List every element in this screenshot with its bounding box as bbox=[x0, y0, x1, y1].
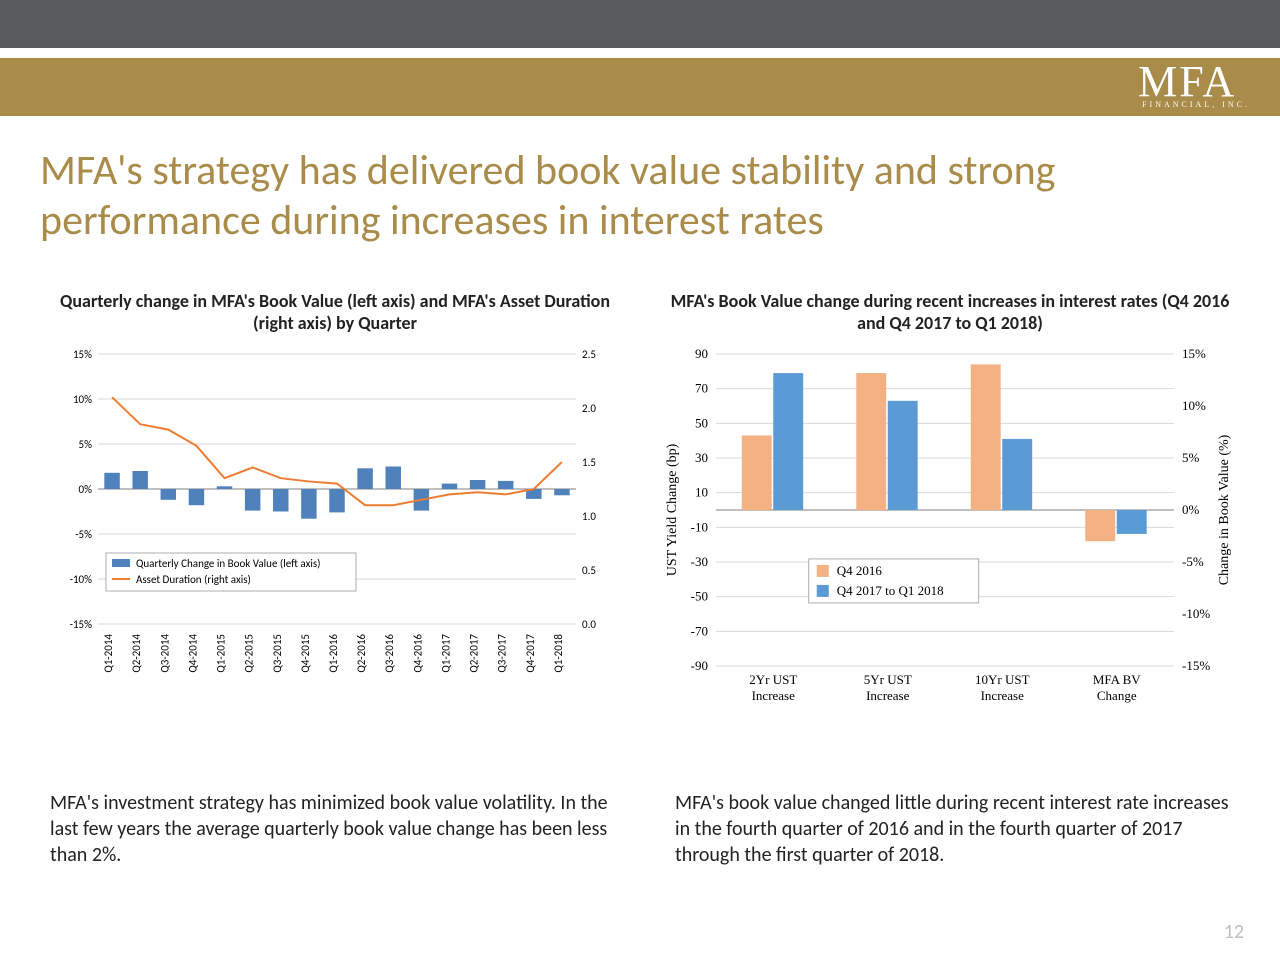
svg-text:5%: 5% bbox=[1182, 450, 1200, 465]
svg-text:0.0: 0.0 bbox=[582, 618, 596, 631]
svg-text:Q1-2018: Q1-2018 bbox=[552, 634, 565, 673]
slide-title: MFA's strategy has delivered book value … bbox=[40, 146, 1240, 247]
svg-text:-30: -30 bbox=[691, 554, 708, 569]
mfa-logo: MFA FINANCIAL, INC. bbox=[1138, 62, 1250, 109]
svg-text:Q2-2016: Q2-2016 bbox=[355, 634, 368, 673]
svg-text:1.5: 1.5 bbox=[582, 456, 596, 469]
svg-text:Q3-2015: Q3-2015 bbox=[271, 634, 284, 673]
right-chart-body: -90 -70 -50 -30 -10 10 30 50 70 90 -15% -10% -5% 0% 5%… bbox=[660, 346, 1240, 730]
svg-text:2Yr UST: 2Yr UST bbox=[749, 672, 797, 687]
svg-text:-90: -90 bbox=[691, 658, 708, 673]
svg-text:-5%: -5% bbox=[75, 528, 92, 541]
svg-text:Q1-2017: Q1-2017 bbox=[439, 634, 452, 673]
svg-text:Q1-2014: Q1-2014 bbox=[102, 634, 115, 673]
svg-text:-50: -50 bbox=[691, 589, 708, 604]
svg-text:0%: 0% bbox=[79, 483, 93, 496]
svg-text:-70: -70 bbox=[691, 623, 708, 638]
logo-main-text: MFA bbox=[1138, 62, 1250, 102]
svg-text:1.0: 1.0 bbox=[582, 510, 596, 523]
svg-text:Increase: Increase bbox=[981, 688, 1025, 703]
svg-text:0%: 0% bbox=[1182, 502, 1200, 517]
svg-text:10: 10 bbox=[695, 485, 708, 500]
top-gray-bar bbox=[0, 0, 1280, 48]
svg-text:Q4-2016: Q4-2016 bbox=[411, 634, 424, 673]
svg-text:Q1-2016: Q1-2016 bbox=[327, 634, 340, 673]
svg-text:Change in Book Value (%): Change in Book Value (%) bbox=[1217, 434, 1232, 585]
svg-text:-10%: -10% bbox=[1182, 606, 1210, 621]
left-chart-svg: -15% -10% -5% 0% 5% 10% 15% 0.0 0.5 1.0 1.5 2.0 2.5 Q… bbox=[50, 346, 620, 706]
svg-text:Q3-2016: Q3-2016 bbox=[383, 634, 396, 673]
left-chart-body: -15% -10% -5% 0% 5% 10% 15% 0.0 0.5 1.0 1.5 2.0 2.5 Q… bbox=[50, 346, 620, 730]
svg-text:Q4-2017: Q4-2017 bbox=[524, 634, 537, 673]
right-chart-svg: -90 -70 -50 -30 -10 10 30 50 70 90 -15% -10% -5% 0% 5%… bbox=[660, 346, 1240, 726]
svg-text:Q2-2017: Q2-2017 bbox=[468, 634, 481, 673]
svg-text:15%: 15% bbox=[73, 348, 92, 361]
body-text-row: MFA's investment strategy has minimized … bbox=[50, 790, 1240, 868]
charts-row: Quarterly change in MFA's Book Value (le… bbox=[50, 290, 1240, 730]
left-chart-panel: Quarterly change in MFA's Book Value (le… bbox=[50, 290, 620, 730]
svg-text:Increase: Increase bbox=[752, 688, 796, 703]
svg-text:Q3-2014: Q3-2014 bbox=[158, 634, 171, 673]
svg-text:-10: -10 bbox=[691, 519, 708, 534]
svg-text:Change: Change bbox=[1097, 688, 1137, 703]
svg-text:70: 70 bbox=[695, 381, 708, 396]
svg-text:Q3-2017: Q3-2017 bbox=[496, 634, 509, 673]
svg-text:2.5: 2.5 bbox=[582, 348, 596, 361]
svg-text:Q4-2014: Q4-2014 bbox=[186, 634, 199, 673]
svg-text:10%: 10% bbox=[1182, 398, 1206, 413]
svg-text:5Yr UST: 5Yr UST bbox=[864, 672, 912, 687]
svg-text:15%: 15% bbox=[1182, 346, 1206, 361]
svg-text:-15%: -15% bbox=[70, 618, 93, 631]
page-number: 12 bbox=[1224, 920, 1244, 944]
body-text-right: MFA's book value changed little during r… bbox=[675, 790, 1240, 868]
svg-text:Quarterly Change in Book Value: Quarterly Change in Book Value (left axi… bbox=[136, 557, 321, 570]
svg-text:Q4 2017 to Q1 2018: Q4 2017 to Q1 2018 bbox=[837, 583, 944, 598]
svg-text:-5%: -5% bbox=[1182, 554, 1204, 569]
logo-sub-text: FINANCIAL, INC. bbox=[1142, 100, 1250, 109]
svg-text:90: 90 bbox=[695, 346, 708, 361]
right-chart-title: MFA's Book Value change during recent in… bbox=[660, 290, 1240, 338]
svg-text:Q4 2016: Q4 2016 bbox=[837, 563, 883, 578]
body-text-left: MFA's investment strategy has minimized … bbox=[50, 790, 615, 868]
svg-text:Q1-2015: Q1-2015 bbox=[215, 634, 228, 673]
svg-text:Q4-2015: Q4-2015 bbox=[299, 634, 312, 673]
svg-text:0.5: 0.5 bbox=[582, 564, 596, 577]
svg-text:-10%: -10% bbox=[70, 573, 93, 586]
svg-text:MFA BV: MFA BV bbox=[1093, 672, 1141, 687]
svg-text:Increase: Increase bbox=[866, 688, 910, 703]
svg-text:Q2-2015: Q2-2015 bbox=[243, 634, 256, 673]
svg-text:30: 30 bbox=[695, 450, 708, 465]
svg-text:UST Yield Change (bp): UST Yield Change (bp) bbox=[665, 443, 680, 576]
right-chart-panel: MFA's Book Value change during recent in… bbox=[660, 290, 1240, 730]
svg-text:10Yr UST: 10Yr UST bbox=[975, 672, 1030, 687]
svg-text:10%: 10% bbox=[73, 393, 92, 406]
svg-text:Asset Duration (right axis): Asset Duration (right axis) bbox=[136, 573, 251, 586]
svg-text:Q2-2014: Q2-2014 bbox=[130, 634, 143, 673]
svg-text:5%: 5% bbox=[79, 438, 93, 451]
svg-text:2.0: 2.0 bbox=[582, 402, 596, 415]
gold-accent-bar bbox=[0, 58, 1280, 116]
svg-text:-15%: -15% bbox=[1182, 658, 1210, 673]
svg-text:50: 50 bbox=[695, 415, 708, 430]
left-chart-title: Quarterly change in MFA's Book Value (le… bbox=[50, 290, 620, 338]
